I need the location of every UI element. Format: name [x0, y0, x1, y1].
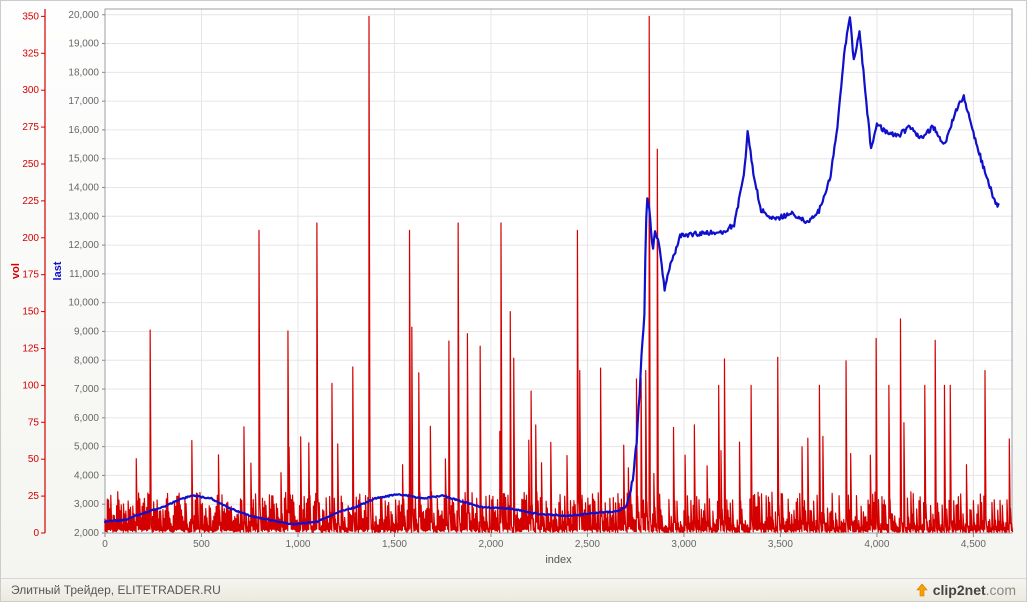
svg-text:last: last [52, 261, 64, 280]
svg-text:350: 350 [22, 11, 39, 22]
svg-text:300: 300 [22, 85, 39, 96]
svg-text:5,000: 5,000 [74, 442, 99, 453]
svg-text:10,000: 10,000 [68, 298, 99, 309]
footer-bar: Элитный Трейдер, ELITETRADER.RU clip2net… [1, 578, 1026, 601]
svg-text:3,000: 3,000 [74, 499, 99, 510]
brand-text: clip2net.com [933, 582, 1016, 598]
svg-text:16,000: 16,000 [68, 125, 99, 136]
svg-text:7,000: 7,000 [74, 384, 99, 395]
footer-credit: Элитный Трейдер, ELITETRADER.RU [11, 583, 221, 597]
svg-text:4,000: 4,000 [74, 470, 99, 481]
svg-text:3,000: 3,000 [671, 539, 696, 550]
svg-text:9,000: 9,000 [74, 326, 99, 337]
chart-area: 05001,0001,5002,0002,5003,0003,5004,0004… [9, 5, 1018, 571]
svg-text:25: 25 [28, 491, 40, 502]
svg-text:3,500: 3,500 [768, 539, 793, 550]
svg-text:1,000: 1,000 [285, 539, 310, 550]
svg-text:12,000: 12,000 [68, 240, 99, 251]
svg-text:325: 325 [22, 48, 39, 59]
svg-text:4,500: 4,500 [961, 539, 986, 550]
svg-text:8,000: 8,000 [74, 355, 99, 366]
svg-text:2,500: 2,500 [575, 539, 600, 550]
svg-text:250: 250 [22, 159, 39, 170]
chart-frame: 05001,0001,5002,0002,5003,0003,5004,0004… [0, 0, 1027, 602]
svg-text:13,000: 13,000 [68, 211, 99, 222]
svg-text:2,000: 2,000 [478, 539, 503, 550]
svg-text:0: 0 [102, 539, 108, 550]
svg-text:50: 50 [28, 454, 40, 465]
footer-brand: clip2net.com [915, 582, 1016, 598]
svg-text:15,000: 15,000 [68, 154, 99, 165]
svg-text:150: 150 [22, 307, 39, 318]
svg-text:500: 500 [193, 539, 210, 550]
chart-svg: 05001,0001,5002,0002,5003,0003,5004,0004… [9, 5, 1020, 569]
svg-text:18,000: 18,000 [68, 67, 99, 78]
svg-text:100: 100 [22, 380, 39, 391]
svg-text:175: 175 [22, 270, 39, 281]
svg-text:14,000: 14,000 [68, 183, 99, 194]
svg-text:125: 125 [22, 343, 39, 354]
svg-text:0: 0 [33, 528, 39, 539]
svg-text:1,500: 1,500 [382, 539, 407, 550]
svg-text:6,000: 6,000 [74, 413, 99, 424]
svg-text:17,000: 17,000 [68, 96, 99, 107]
svg-text:2,000: 2,000 [74, 528, 99, 539]
svg-text:225: 225 [22, 196, 39, 207]
svg-text:200: 200 [22, 233, 39, 244]
svg-text:11,000: 11,000 [69, 269, 99, 280]
svg-text:20,000: 20,000 [68, 10, 99, 21]
svg-text:19,000: 19,000 [68, 39, 99, 50]
upload-icon [915, 583, 929, 597]
svg-text:4,000: 4,000 [864, 539, 889, 550]
svg-text:index: index [545, 554, 572, 566]
svg-text:75: 75 [28, 417, 40, 428]
svg-text:vol: vol [10, 263, 22, 279]
svg-text:275: 275 [22, 122, 39, 133]
